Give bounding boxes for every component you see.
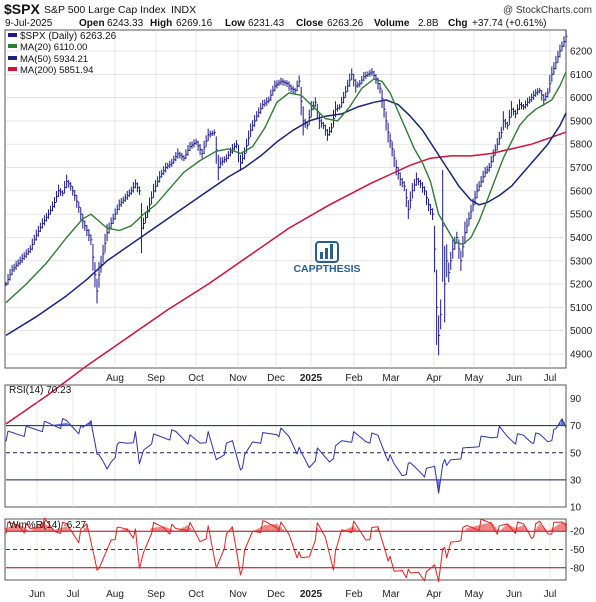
rsi-tick-label: 90 bbox=[570, 394, 582, 405]
price-x-label: Jul bbox=[544, 373, 557, 384]
stat-high-label: High bbox=[150, 18, 172, 29]
bottom-x-label: Feb bbox=[345, 589, 363, 600]
price-legend: $SPX (Daily) 6263.26 MA(20) 6110.00 MA(5… bbox=[8, 31, 117, 76]
price-tick-label: 5600 bbox=[570, 186, 593, 197]
legend-swatch-ma50 bbox=[8, 56, 17, 60]
bottom-x-label: Oct bbox=[188, 589, 204, 600]
watermark-bar-2 bbox=[325, 248, 328, 259]
legend-ma20: MA(20) 6110.00 bbox=[20, 42, 87, 53]
price-tick-label: 6200 bbox=[570, 46, 593, 57]
price-x-label: Apr bbox=[426, 373, 442, 384]
price-tick-label: 5400 bbox=[570, 233, 593, 244]
price-x-label: May bbox=[465, 373, 484, 384]
legend-swatch-ma200 bbox=[8, 67, 17, 71]
stat-close-label: Close bbox=[296, 18, 324, 29]
bottom-x-label: Jun bbox=[506, 589, 522, 600]
watermark-logo: CAPPTHESIS bbox=[293, 241, 361, 275]
rsi-title: RSI(14) 70.23 bbox=[9, 385, 72, 396]
willr-line bbox=[5, 517, 567, 582]
price-x-label: Feb bbox=[345, 373, 363, 384]
stat-volume-label: Volume bbox=[374, 18, 410, 29]
price-tick-label: 5000 bbox=[570, 326, 593, 337]
rsi-frame bbox=[4, 384, 567, 508]
price-x-label: Aug bbox=[106, 373, 124, 384]
symbol-title: $SPX bbox=[4, 1, 40, 17]
stat-low-label: Low bbox=[225, 18, 245, 29]
watermark-bar-3 bbox=[330, 244, 333, 259]
rsi-tick-label: 10 bbox=[570, 503, 582, 514]
price-x-label: Oct bbox=[188, 373, 204, 384]
stat-chg-label: Chg bbox=[448, 18, 467, 29]
bottom-x-label: Nov bbox=[229, 589, 247, 600]
price-tick-label: 4900 bbox=[570, 350, 593, 361]
legend-swatch-ma20 bbox=[8, 44, 17, 48]
stat-high: 6269.16 bbox=[176, 18, 213, 29]
bottom-x-label: May bbox=[465, 589, 484, 600]
price-panel: 4900 5000 5100 5200 5300 5400 5500 5600 5700 5800… bbox=[4, 29, 593, 425]
price-x-label: Jun bbox=[506, 373, 522, 384]
price-tick-label: 5300 bbox=[570, 256, 593, 267]
legend-price: $SPX (Daily) 6263.26 bbox=[20, 31, 117, 42]
symbol-name: S&P 500 Large Cap Index bbox=[44, 4, 167, 16]
rsi-overbought-fill bbox=[47, 418, 567, 426]
price-tick-label: 5900 bbox=[570, 116, 593, 127]
willr-frame bbox=[4, 518, 567, 581]
willr-title: Wm%R(14) -6.27 bbox=[9, 520, 87, 531]
price-tick-label: 5500 bbox=[570, 210, 593, 221]
bottom-x-label: Sep bbox=[147, 589, 165, 600]
bottom-x-label: Mar bbox=[382, 589, 400, 600]
price-x-label: Mar bbox=[382, 373, 400, 384]
bottom-x-label: Jul bbox=[544, 589, 557, 600]
price-tick-label: 6000 bbox=[570, 93, 593, 104]
price-x-label: Dec bbox=[267, 373, 285, 384]
price-x-label: Sep bbox=[147, 373, 165, 384]
rsi-line bbox=[5, 418, 567, 494]
bottom-x-label: Jul bbox=[67, 589, 80, 600]
bottom-x-label: 2025 bbox=[300, 589, 323, 600]
bottom-x-label: Dec bbox=[267, 589, 285, 600]
rsi-tick-label: 50 bbox=[570, 448, 582, 459]
rsi-panel: 10 30 50 70 90 bbox=[4, 384, 582, 514]
price-x-label: 2025 bbox=[300, 373, 323, 384]
legend-ma200: MA(200) 5851.94 bbox=[20, 65, 93, 76]
stat-open-label: Open bbox=[79, 18, 105, 29]
price-tick-label: 5200 bbox=[570, 280, 593, 291]
ma20-line bbox=[5, 71, 567, 304]
williams-r-panel: -20 -50 -80 bbox=[4, 517, 585, 582]
stat-close: 6263.26 bbox=[327, 18, 364, 29]
ma50-line bbox=[5, 99, 567, 337]
watermark-bar-1 bbox=[320, 252, 323, 259]
legend-swatch-price bbox=[8, 33, 17, 37]
stat-open: 6243.33 bbox=[107, 18, 144, 29]
stat-low: 6231.43 bbox=[248, 18, 285, 29]
bottom-axis: Jun Jul Aug Sep Oct Nov Dec 2025 Feb Mar Apr May Jun… bbox=[29, 589, 556, 600]
bottom-x-label: Aug bbox=[106, 589, 124, 600]
willr-tick-label: -50 bbox=[570, 545, 585, 556]
price-tick-label: 6100 bbox=[570, 70, 593, 81]
willr-tick-label: -80 bbox=[570, 563, 585, 574]
watermark-text: CAPPTHESIS bbox=[293, 263, 360, 275]
stat-chg: +37.74 (+0.61%) bbox=[472, 18, 547, 29]
willr-tick-label: -20 bbox=[570, 527, 585, 538]
price-tick-label: 5800 bbox=[570, 140, 593, 151]
price-tick-label: 5100 bbox=[570, 303, 593, 314]
source-credit: @ StockCharts.com bbox=[503, 5, 592, 16]
rsi-tick-label: 70 bbox=[570, 421, 582, 432]
stat-volume: 2.8B bbox=[418, 18, 439, 29]
symbol-exchange: INDX bbox=[171, 4, 196, 16]
price-x-label: Nov bbox=[229, 373, 247, 384]
price-tick-label: 5700 bbox=[570, 163, 593, 174]
rsi-tick-label: 30 bbox=[570, 475, 582, 486]
price-frame bbox=[4, 29, 567, 369]
bottom-x-label: Apr bbox=[426, 589, 442, 600]
bottom-x-label: Jun bbox=[29, 589, 45, 600]
stat-date: 9-Jul-2025 bbox=[5, 18, 53, 29]
legend-ma50: MA(50) 5934.21 bbox=[20, 54, 88, 65]
watermark-chart-icon bbox=[315, 241, 339, 263]
